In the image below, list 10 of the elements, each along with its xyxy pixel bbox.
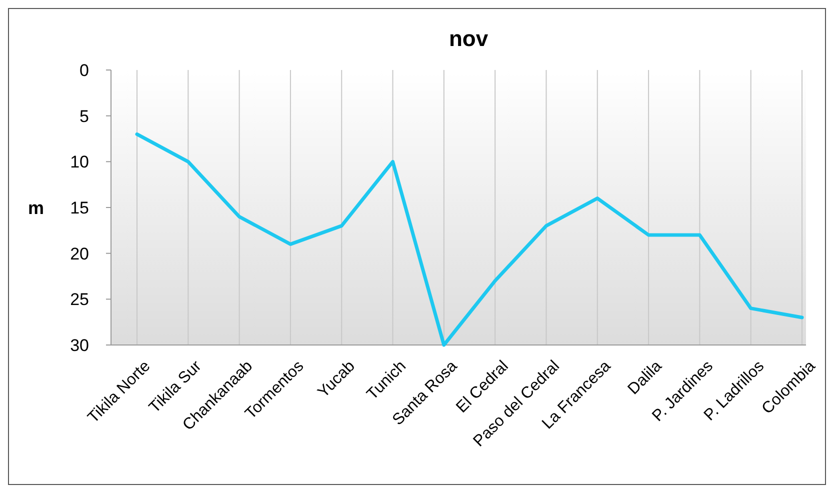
y-tick-label: 0 [80, 60, 89, 80]
y-tick-label: 10 [70, 152, 89, 172]
y-tick-label: 20 [70, 244, 89, 264]
y-tick-label: 15 [70, 198, 89, 218]
chart-title: nov [448, 26, 489, 51]
y-tick-label: 30 [70, 336, 89, 355]
y-tick-label: 25 [70, 290, 89, 310]
y-axis-title: m [28, 198, 44, 218]
y-tick-label: 5 [80, 106, 89, 126]
line-series [135, 132, 804, 347]
